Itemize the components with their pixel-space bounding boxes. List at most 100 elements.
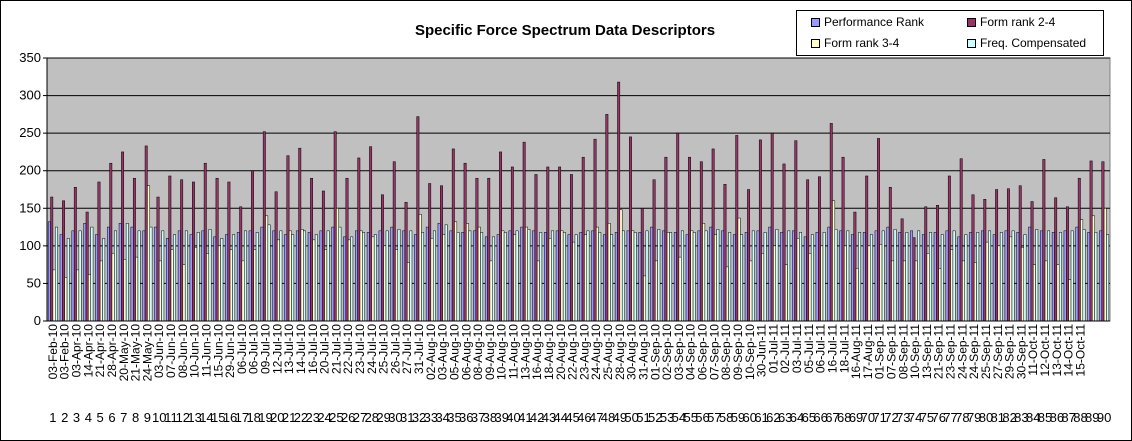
bar-freq-compensated <box>893 229 897 322</box>
bar-freq-compensated <box>562 232 566 322</box>
bar-form-rank-2-4 <box>617 81 621 322</box>
bar-performance-rank <box>1087 232 1091 322</box>
bar-form-rank-2-4 <box>640 208 644 322</box>
bar-performance-rank <box>331 226 335 322</box>
bar-form-rank-2-4 <box>546 166 550 322</box>
bar-form-rank-2-4 <box>806 179 810 322</box>
x-tick-label-date: 09-Jul-10 <box>259 324 273 374</box>
x-tick-label-index: 81 <box>991 410 1005 425</box>
x-tick-label-index: 53 <box>660 410 674 425</box>
bar-form-rank-3-4 <box>855 268 859 322</box>
bar-form-rank-2-4 <box>900 218 904 322</box>
bar-form-rank-3-4 <box>525 226 528 322</box>
bar-performance-rank <box>685 234 689 322</box>
x-tick-label-index: 8 <box>132 410 139 425</box>
bar-form-rank-2-4 <box>132 177 136 322</box>
x-tick-label-date: 23-Aug-10 <box>577 324 591 380</box>
bar-form-rank-2-4 <box>747 189 751 322</box>
bar-performance-rank <box>721 230 725 322</box>
x-tick-label-index: 37 <box>471 410 485 425</box>
bar-form-rank-2-4 <box>215 177 219 322</box>
legend-item-form-rank-3-4: Form rank 3-4 <box>811 36 899 50</box>
bar-form-rank-3-4 <box>241 260 245 322</box>
x-tick-label-index: 38 <box>483 410 497 425</box>
bar-form-rank-3-4 <box>336 208 339 322</box>
bar-freq-compensated <box>988 230 991 322</box>
x-tick-label-index: 74 <box>908 410 922 425</box>
x-tick-label-index: 80 <box>979 410 993 425</box>
bar-performance-rank <box>543 232 547 322</box>
bar-form-rank-3-4 <box>501 230 505 322</box>
bar-form-rank-3-4 <box>1103 208 1107 322</box>
bar-performance-rank <box>130 226 134 322</box>
bar-performance-rank <box>898 232 902 322</box>
x-tick-label-date: 24-Jul-10 <box>365 324 379 374</box>
bar-freq-compensated <box>822 232 826 322</box>
x-tick-label-index: 33 <box>424 410 438 425</box>
x-tick-label-date: 30-Jun-11 <box>755 324 769 377</box>
bar-form-rank-3-4 <box>324 249 328 322</box>
bar-performance-rank <box>957 236 961 322</box>
bar-performance-rank <box>189 234 193 322</box>
x-tick-label-date: 02-Aug-10 <box>424 324 438 380</box>
bar-performance-rank <box>969 232 973 322</box>
x-tick-label-date: 30-Sep-11 <box>1014 324 1028 379</box>
bar-form-rank-2-4 <box>73 186 77 322</box>
bar-form-rank-2-4 <box>239 206 243 322</box>
y-tick-label: 100 <box>19 238 41 253</box>
x-tick-label-date: 10-Sep-10 <box>743 324 757 380</box>
bar-freq-compensated <box>480 232 484 322</box>
x-tick-label-date: 06-Jul-10 <box>235 324 249 374</box>
bar-form-rank-2-4 <box>440 185 443 322</box>
x-tick-label-date: 24-Sep-11 <box>967 324 981 379</box>
y-tick-label: 150 <box>19 200 41 215</box>
bar-form-rank-2-4 <box>168 175 172 322</box>
bar-freq-compensated <box>421 232 425 322</box>
bar-performance-rank <box>981 230 984 322</box>
bar-performance-rank <box>366 232 370 322</box>
bar-freq-compensated <box>527 229 531 322</box>
bar-form-rank-3-4 <box>973 262 977 322</box>
x-tick-label-index: 59 <box>731 410 745 425</box>
bar-freq-compensated <box>763 232 767 322</box>
bar-form-rank-2-4 <box>192 181 195 322</box>
bar-freq-compensated <box>657 229 661 322</box>
x-tick-label-index: 31 <box>400 410 414 425</box>
bar-performance-rank <box>473 230 476 322</box>
x-tick-label-date: 11-Aug-10 <box>507 324 521 379</box>
x-tick-label-index: 68 <box>837 410 851 425</box>
bar-performance-rank <box>756 230 760 322</box>
x-tick-label-date: 23-Sep-11 <box>944 324 958 379</box>
bar-freq-compensated <box>161 230 165 322</box>
bar-performance-rank <box>414 234 417 322</box>
y-tick-label: 350 <box>19 50 41 65</box>
x-tick-label-index: 58 <box>719 410 733 425</box>
bar-form-rank-2-4 <box>144 145 148 322</box>
bar-form-rank-2-4 <box>664 156 668 322</box>
x-tick-label-date: 20-Aug-10 <box>554 324 568 380</box>
bar-form-rank-3-4 <box>64 277 68 322</box>
bar-form-rank-3-4 <box>678 256 682 322</box>
bar-freq-compensated <box>1047 230 1051 322</box>
x-tick-label-date: 24-Aug-10 <box>589 324 603 380</box>
x-tick-label-date: 13-Jul-10 <box>282 324 296 374</box>
x-tick-label-date: 10-Jun-10 <box>188 324 202 378</box>
bar-form-rank-2-4 <box>558 166 562 322</box>
bar-freq-compensated <box>716 229 720 322</box>
x-tick-label-date: 02-Sep-10 <box>660 324 674 380</box>
bar-form-rank-2-4 <box>522 141 526 322</box>
bar-freq-compensated <box>929 232 932 322</box>
bar-freq-compensated <box>208 229 212 322</box>
bar-performance-rank <box>47 221 51 322</box>
bar-form-rank-2-4 <box>404 202 408 322</box>
x-tick-label-index: 72 <box>884 410 898 425</box>
x-tick-label-index: 60 <box>743 410 757 425</box>
bar-form-rank-3-4 <box>714 234 717 322</box>
x-tick-label-index: 88 <box>1073 410 1087 425</box>
bar-form-rank-2-4 <box>85 211 89 322</box>
x-tick-label-index: 63 <box>778 410 792 425</box>
bar-performance-rank <box>792 230 795 322</box>
bar-performance-rank <box>1040 230 1043 322</box>
bar-form-rank-3-4 <box>867 245 871 322</box>
